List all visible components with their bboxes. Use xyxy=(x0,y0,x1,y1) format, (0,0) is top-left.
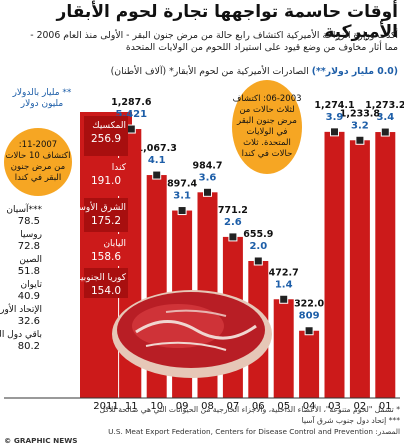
bar-04 xyxy=(299,330,320,398)
market-value-small: 40.9 xyxy=(18,291,40,302)
market-value: 191.0 xyxy=(91,175,121,187)
value-label: 897.4 xyxy=(167,179,197,190)
callout-us-text: 06-2003: اكتشاف لثلاث حالات من مرض جنون … xyxy=(232,94,302,159)
steak-illustration xyxy=(112,290,272,378)
bar-marker xyxy=(253,256,263,266)
blue-value-label: 3.6 xyxy=(199,172,217,183)
bar-marker xyxy=(228,232,238,242)
market-name-small: آسيان*** xyxy=(6,203,42,215)
x-tick-label: 02 xyxy=(354,401,367,412)
bar-05 xyxy=(273,299,294,398)
market-value-small: 80.2 xyxy=(18,341,40,352)
bar-marker xyxy=(279,294,289,304)
market-value: 158.6 xyxy=(91,251,121,263)
x-tick-label: 09 xyxy=(176,401,189,412)
value-label: 1,067.3 xyxy=(137,143,177,154)
blue-value-label: 809 xyxy=(299,311,320,322)
market-value: 175.2 xyxy=(91,215,121,227)
y-axis-label: (0.0 مليار دولار**) الصادرات الأميركية م… xyxy=(6,66,398,77)
x-tick-label: 05 xyxy=(277,401,290,412)
value-label: 771.2 xyxy=(218,205,248,216)
market-name: كوريا الجنوبية xyxy=(76,273,127,283)
subtitle: أكدت وزارة الزراعة الأميركية اكتشاف رابع… xyxy=(6,30,398,54)
inset-units-line-1: ** مليار بالدولار xyxy=(12,88,72,98)
footnote-asean: *** إتحاد دول جنوب شرق آسيا xyxy=(301,416,400,425)
x-tick-label-2011: 2011 xyxy=(93,401,118,412)
bar-marker xyxy=(203,187,212,197)
market-value: 154.0 xyxy=(91,285,121,297)
footnote-variety-meats: * تشمل "لحوم متنوعة"، الأعضاء الداخلية، … xyxy=(99,405,400,414)
value-label: 1,233.8 xyxy=(340,108,381,119)
subtitle-line-1: أكدت وزارة الزراعة الأميركية اكتشاف رابع… xyxy=(30,30,398,41)
market-value-small: 78.5 xyxy=(18,216,40,227)
market-name-small: باقي دول العالم xyxy=(0,330,42,340)
bar-marker xyxy=(304,326,314,336)
x-tick-label: 04 xyxy=(303,401,316,412)
blue-value-label: 4.1 xyxy=(148,155,166,166)
subtitle-line-2: مما أثار مخاوف من وضع قيود على استيراد ا… xyxy=(125,42,398,53)
market-value-small: 51.8 xyxy=(18,266,40,277)
value-label: 655.9 xyxy=(243,229,273,240)
market-block xyxy=(84,198,128,232)
blue-value-label: 3.9 xyxy=(326,112,344,123)
bar-03 xyxy=(324,131,345,398)
x-tick-label: 03 xyxy=(328,401,341,412)
bar-marker xyxy=(330,127,339,137)
inset-units-label: ** مليار بالدولار مليون دولار xyxy=(6,88,78,110)
value-label: 984.7 xyxy=(192,160,222,171)
value-label: 1,274.1 xyxy=(314,100,354,111)
bar-01 xyxy=(375,132,396,398)
x-tick-label: 08 xyxy=(201,401,214,412)
market-name: اليابان xyxy=(103,239,126,249)
callout-canada-2007: 11-2007: اكتشاف 10 حالات من مرض جنون الب… xyxy=(4,128,72,196)
market-value: 256.9 xyxy=(91,133,121,145)
blue-value-label: 1.4 xyxy=(275,279,293,290)
value-label: 472.7 xyxy=(269,267,299,278)
x-tick-label: 07 xyxy=(227,401,240,412)
source-line: المصدر: U.S. Meat Export Federation, Cen… xyxy=(108,427,400,436)
value-label: 1,273.2 xyxy=(365,100,404,111)
market-block xyxy=(84,234,128,266)
inset-units-line-2: مليون دولار xyxy=(20,99,64,109)
blue-value-label: 3.2 xyxy=(351,120,369,131)
blue-value-label: 2.6 xyxy=(224,217,242,228)
callout-us-2003: 06-2003: اكتشاف لثلاث حالات من مرض جنون … xyxy=(232,80,302,174)
market-name: المكسيك xyxy=(92,121,126,131)
market-value-small: 72.8 xyxy=(18,241,40,252)
bar-marker xyxy=(126,124,136,134)
x-tick-label: 10 xyxy=(150,401,163,412)
market-block xyxy=(84,158,128,196)
market-name-small: الإتحاد الأوروبي xyxy=(0,303,42,315)
x-tick-label: 11 xyxy=(125,401,138,412)
x-tick-label: 01 xyxy=(379,401,392,412)
bar-marker xyxy=(177,206,187,216)
blue-value-label: 5.421 xyxy=(115,109,147,120)
blue-value-label: 2.0 xyxy=(249,241,267,252)
y-axis-label-blue: (0.0 مليار دولار**) xyxy=(311,66,398,77)
market-name-small: تايوان xyxy=(20,280,42,290)
market-name-small: روسيا xyxy=(20,230,42,240)
page-title: أوقات حاسمة تواجهها تجارة لحوم الأبقار ا… xyxy=(56,2,398,42)
y-axis-label-black: الصادرات الأميركية من لحوم الأبقار* (آلا… xyxy=(110,66,309,77)
value-label: 322.0 xyxy=(294,299,324,310)
bar-marker xyxy=(152,170,162,180)
callout-canada-text: 11-2007: اكتشاف 10 حالات من مرض جنون الب… xyxy=(5,140,71,183)
value-label: 1,287.6 xyxy=(111,97,152,108)
bar-marker xyxy=(355,135,365,145)
bar-02 xyxy=(349,140,370,398)
market-name: الشرق الأوسط xyxy=(70,201,126,213)
market-block xyxy=(84,268,128,298)
bar-marker xyxy=(380,127,390,137)
credit-line: © GRAPHIC NEWS xyxy=(4,436,78,445)
x-tick-label: 06 xyxy=(252,401,265,412)
market-value-small: 32.6 xyxy=(18,316,40,327)
blue-value-label: 3.1 xyxy=(173,191,191,202)
market-name-small: الصين xyxy=(19,255,42,265)
blue-value-label: 3.4 xyxy=(376,112,394,123)
market-block xyxy=(84,116,128,156)
market-name: كندا xyxy=(112,163,127,173)
